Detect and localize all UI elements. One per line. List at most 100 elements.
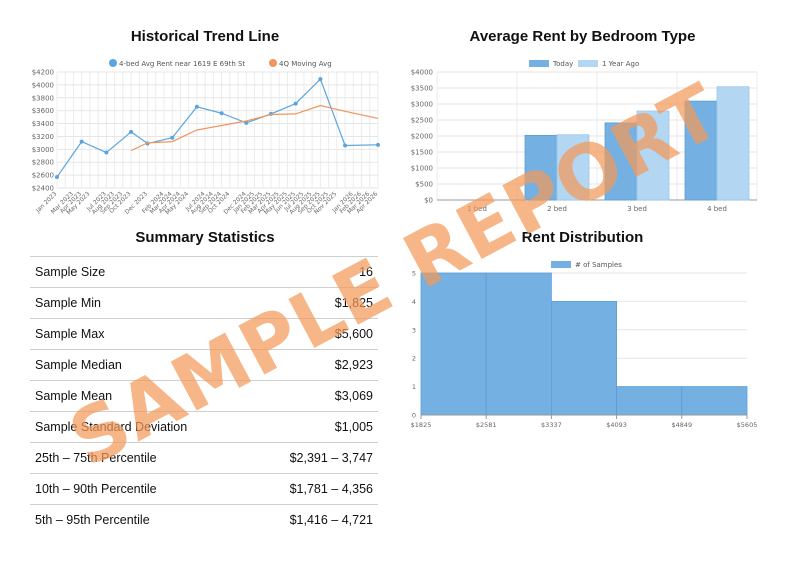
bar-today [604,122,638,201]
legend-swatch [529,60,549,67]
legend-label: 1 Year Ago [602,60,639,68]
x-tick-label: Apr 2024 [157,190,182,215]
x-tick-label: Jun 2025 [273,190,298,215]
x-tick-label: Oct 2025 [306,190,331,215]
legend-label: 4-bed Avg Rent near 1619 E 69th St [119,60,245,68]
avg-rent-point [293,101,298,106]
histogram-bar [420,272,487,416]
summary-label: Sample Standard Deviation [30,411,251,443]
x-tick-label: Mar 2024 [149,190,174,215]
avg-rent-point [376,142,380,147]
x-tick-label: $5605 [737,421,758,429]
x-tick-label: Aug 2024 [189,190,215,216]
y-tick-label: $2400 [32,185,54,193]
x-tick-label: Jul 2025 [282,190,305,213]
x-tick-label: Mar 2025 [247,190,272,215]
summary-label: Sample Size [30,256,251,288]
avg-rent-point [269,111,273,116]
x-tick-label: Jan 2025 [232,190,256,214]
x-tick-label: Aug 2023 [91,190,117,216]
summary-label: Sample Mean [30,380,251,412]
distribution-chart-title: Rent Distribution [521,229,644,246]
summary-value: $2,391 – 3,747 [250,442,378,474]
legend-label: # of Samples [575,261,622,269]
summary-label: 10th – 90th Percentile [30,473,251,505]
x-tick-label: May 2023 [65,190,91,216]
x-tick-label: Oct 2024 [207,190,232,215]
summary-row: Sample Standard Deviation $1,005 [30,411,378,443]
bedroom-chart-title: Average Rent by Bedroom Type [469,28,696,45]
x-tick-label: Mar 2023 [50,190,75,215]
x-tick-label: Nov 2025 [313,190,339,216]
summary-row: 25th – 75th Percentile $2,391 – 3,747 [30,442,378,474]
histogram-bar [485,272,552,416]
x-tick-label: Apr 2025 [256,190,281,215]
avg-rent-point [194,104,199,109]
y-tick-label: $1000 [411,165,433,173]
x-tick-label: Sep 2023 [99,190,124,215]
avg-rent-point [55,175,59,180]
y-tick-label: $0 [424,197,433,205]
y-tick-label: $3600 [32,107,54,115]
legend-label: 4Q Moving Avg [279,60,332,68]
x-tick-label: Feb 2025 [240,190,265,215]
y-tick-label: $1500 [411,149,433,157]
summary-value: $5,600 [250,318,378,350]
x-tick-label: Apr 2026 [355,190,380,215]
summary-value: $2,923 [250,349,378,381]
legend-swatch [551,261,571,268]
avg-rent-point [318,77,323,82]
x-tick-label: $2581 [476,421,497,429]
x-tick-label: May 2025 [263,190,289,216]
bar-today [524,134,558,201]
y-tick-label: $2000 [411,133,433,141]
avg-rent-point [343,143,348,148]
x-tick-label: $4849 [671,421,692,429]
summary-value: $1,781 – 4,356 [250,473,378,505]
y-tick-label: 4 [412,298,416,306]
x-tick-label: Feb 2026 [338,190,363,215]
x-tick-label: Dec 2024 [222,190,247,215]
y-tick-label: $2600 [32,172,54,180]
summary-label: 5th – 95th Percentile [30,504,251,535]
x-tick-label: $4093 [606,421,627,429]
x-tick-label: Sep 2024 [198,190,223,215]
bar-today [684,100,718,201]
summary-row: Sample Max $5,600 [30,318,378,350]
summary-value: $1,416 – 4,721 [250,504,378,535]
y-tick-label: $2500 [411,117,433,125]
y-tick-label: $4200 [32,69,54,77]
y-tick-label: $3000 [411,101,433,109]
x-tick-label: Jan 2026 [330,190,354,214]
summary-row: Sample Mean $3,069 [30,380,378,412]
y-tick-label: $3200 [32,133,54,141]
category-label: 2 bed [547,205,567,213]
avg-rent-point [170,135,175,140]
x-tick-label: Apr 2023 [59,190,84,215]
y-tick-label: $4000 [32,81,54,89]
summary-row: 10th – 90th Percentile $1,781 – 4,356 [30,473,378,505]
bar-1-year-ago [716,86,750,201]
y-tick-label: $3000 [32,146,54,154]
trend-chart-title: Historical Trend Line [130,28,280,45]
summary-value: $1,825 [250,287,378,319]
summary-value: $1,005 [250,411,378,443]
y-tick-label: $3500 [411,85,433,93]
summary-statistics-table: Sample Size 16 Sample Min $1,825 Sample Max $… [30,256,378,535]
x-tick-label: May 2024 [164,190,190,216]
y-tick-label: 2 [412,355,416,363]
x-tick-label: $1825 [411,421,432,429]
summary-value: $3,069 [250,380,378,412]
histogram-bar [681,386,748,416]
summary-value: 16 [250,256,378,288]
y-tick-label: $2800 [32,159,54,167]
summary-row: Sample Size 16 [30,256,378,288]
moving-avg-line [130,104,379,152]
legend-swatch [269,59,277,67]
x-tick-label: Jan 2023 [34,190,58,214]
x-tick-label: Feb 2024 [141,190,166,215]
summary-label: Sample Median [30,349,251,381]
x-tick-label: Dec 2023 [124,190,149,215]
x-tick-label: Jul 2024 [184,190,207,213]
avg-rent-point [79,139,84,144]
